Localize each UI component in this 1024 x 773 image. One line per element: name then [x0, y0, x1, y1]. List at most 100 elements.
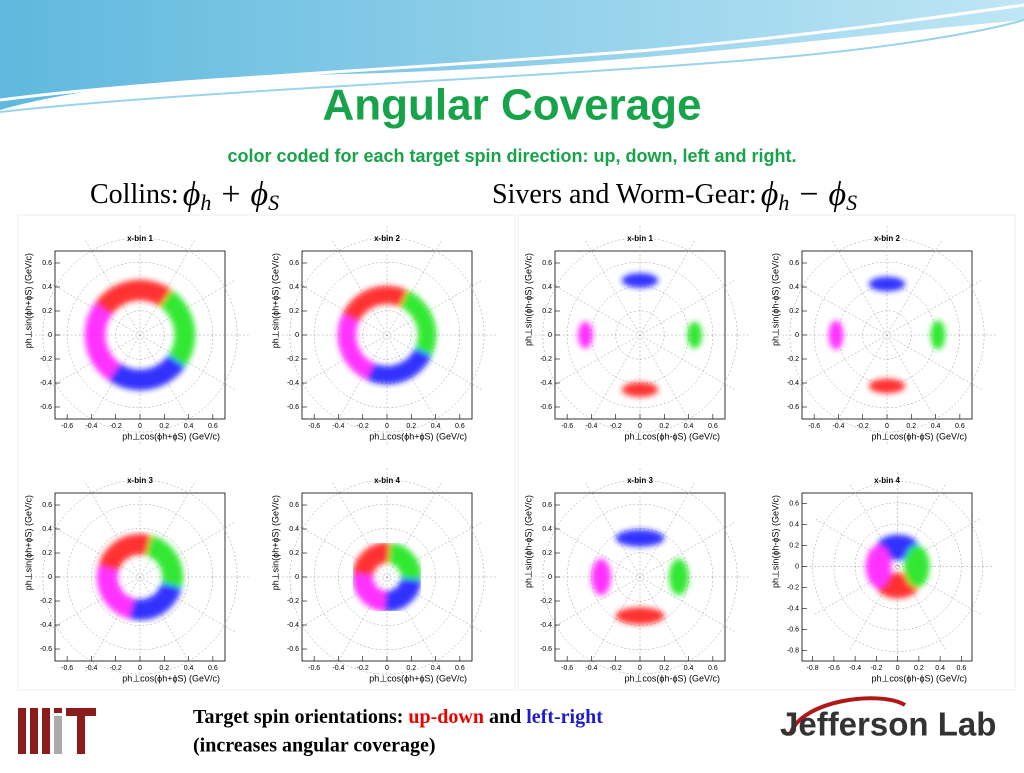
y-tick-label: 0 — [795, 563, 799, 570]
x-tick-label: -0.6 — [561, 665, 573, 672]
x-axis-label: ph⊥cos(ϕh+ϕS) (GeV/c) — [369, 673, 467, 683]
y-tick-label: -0.6 — [540, 404, 552, 411]
x-tick-label: -0.4 — [85, 423, 97, 430]
scatter-region — [96, 565, 135, 619]
x-tick-label: -0.4 — [585, 423, 597, 430]
y-tick-label: 0.6 — [789, 260, 799, 267]
scatter-region — [578, 321, 593, 349]
y-tick-label: 0 — [295, 332, 299, 339]
plot-title: x-bin 3 — [127, 476, 153, 485]
footer-text: Target spin orientations: up-down and left-… — [193, 706, 603, 728]
x-tick-label: 0 — [896, 665, 900, 672]
plot: -0.6 -0.4 -0.2 0 0.2 0.4 0.6 -0.6 -0.4 -0.2 0 0.2 0.… — [23, 467, 250, 687]
y-axis-label: ph⊥sin(ϕh+ϕS) (GeV/c) — [23, 495, 33, 590]
scatter-region — [621, 273, 659, 288]
y-tick-label: 0.2 — [542, 308, 552, 315]
scatter-region — [930, 320, 946, 350]
y-tick-label: -0.2 — [540, 598, 552, 605]
scatter-region — [399, 290, 437, 356]
y-tick-label: -0.4 — [40, 622, 52, 629]
y-tick-label: -0.2 — [540, 356, 552, 363]
plot: -0.6 -0.4 -0.2 0 0.2 0.4 0.6 -0.6 -0.4 -0.2 0 0.2 0.… — [270, 225, 497, 445]
y-tick-label: 0.4 — [289, 526, 299, 533]
scatter — [578, 273, 702, 397]
scatter-region — [94, 279, 172, 316]
x-tick-label: 0.6 — [708, 423, 718, 430]
x-tick-label: -0.6 — [308, 665, 320, 672]
y-tick-label: -0.6 — [287, 404, 299, 411]
y-tick-label: 0.4 — [42, 284, 52, 291]
jlab-logo: Jefferson Lab — [780, 706, 996, 743]
y-tick-label: 0.6 — [42, 260, 52, 267]
x-tick-label: 0.6 — [957, 665, 967, 672]
x-tick-label: 0.4 — [184, 665, 194, 672]
x-tick-label: 0.2 — [914, 665, 924, 672]
x-tick-label: 0.4 — [935, 665, 945, 672]
y-tick-label: 0.6 — [289, 260, 299, 267]
x-tick-label: -0.4 — [332, 665, 344, 672]
plot-title: x-bin 4 — [874, 476, 900, 485]
sivers-label: Sivers and Worm-Gear: ϕh − ϕS — [492, 176, 857, 215]
x-tick-label: -0.4 — [332, 423, 344, 430]
x-tick-label: 0.2 — [659, 665, 669, 672]
scatter-region — [868, 378, 906, 394]
x-tick-label: 0 — [138, 423, 142, 430]
x-tick-label: 0 — [138, 665, 142, 672]
plot-title: x-bin 1 — [127, 234, 153, 243]
y-tick-label: 0 — [548, 332, 552, 339]
x-tick-label: -0.6 — [828, 665, 840, 672]
scatter-region — [383, 577, 422, 612]
scatter — [96, 533, 184, 621]
polar-grid — [792, 280, 982, 390]
y-tick-label: 0.4 — [42, 526, 52, 533]
y-tick-label: 0.4 — [789, 284, 799, 291]
plot-title: x-bin 2 — [874, 234, 900, 243]
x-tick-label: 0.2 — [659, 423, 669, 430]
x-tick-label: 0.4 — [931, 423, 941, 430]
polar-grid — [45, 522, 235, 632]
y-tick-label: -0.4 — [540, 380, 552, 387]
y-tick-label: -0.2 — [287, 598, 299, 605]
scatter-region — [352, 542, 391, 577]
x-tick-label: -0.2 — [610, 665, 622, 672]
x-tick-label: 0.6 — [208, 423, 218, 430]
x-axis-label: ph⊥cos(ϕh-ϕS) (GeV/c) — [625, 431, 720, 441]
wave-line — [0, 19, 1024, 113]
scatter-region — [145, 535, 184, 589]
collins-label: Collins: ϕh + ϕS — [90, 176, 279, 215]
x-tick-label: -0.6 — [61, 665, 73, 672]
y-tick-label: 0.4 — [789, 521, 799, 528]
scatter-region — [621, 382, 659, 397]
x-axis-label: ph⊥cos(ϕh-ϕS) (GeV/c) — [872, 673, 967, 683]
y-tick-label: -0.2 — [287, 356, 299, 363]
y-axis-label: ph⊥sin(ϕh+ϕS) (GeV/c) — [270, 495, 280, 590]
y-tick-label: 0 — [795, 332, 799, 339]
x-tick-label: -0.4 — [849, 665, 861, 672]
y-tick-label: -0.6 — [540, 646, 552, 653]
scatter-region — [108, 354, 186, 391]
x-tick-label: -0.2 — [610, 423, 622, 430]
x-tick-label: 0.4 — [684, 423, 694, 430]
plot: -0.8 -0.6 -0.4 -0.2 0 0.2 0.4 0.6 -0.8 -0.6 -0.4 -0… — [770, 470, 994, 683]
y-tick-label: -0.6 — [40, 404, 52, 411]
plot-title: x-bin 1 — [627, 234, 653, 243]
x-tick-label: -0.4 — [832, 423, 844, 430]
x-tick-label: -0.2 — [110, 423, 122, 430]
scatter-region — [342, 285, 408, 323]
x-tick-label: -0.2 — [357, 423, 369, 430]
y-tick-label: 0 — [48, 574, 52, 581]
x-tick-label: 0.2 — [906, 423, 916, 430]
y-tick-label: -0.2 — [787, 584, 799, 591]
x-tick-label: 0 — [385, 665, 389, 672]
scatter-region — [352, 573, 387, 612]
x-tick-label: 0.6 — [708, 665, 718, 672]
scatter — [865, 534, 930, 599]
x-tick-label: -0.2 — [857, 423, 869, 430]
scatter-region — [591, 558, 611, 596]
polar-grid — [833, 502, 962, 631]
mit-logo — [18, 708, 96, 754]
y-tick-label: 0.2 — [542, 550, 552, 557]
plot: -0.6 -0.4 -0.2 0 0.2 0.4 0.6 -0.6 -0.4 -0.2 0 0.2 0.… — [23, 225, 250, 445]
y-tick-label: -0.2 — [787, 356, 799, 363]
